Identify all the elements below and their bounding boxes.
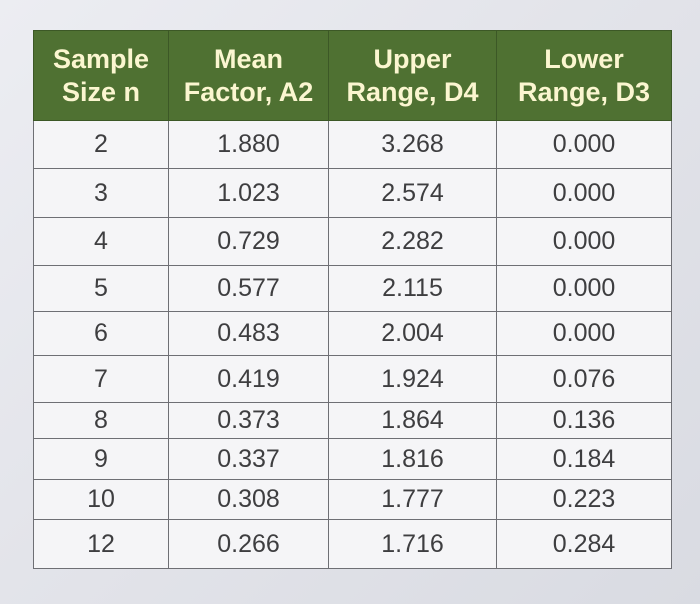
- cell-d4: 2.115: [328, 265, 497, 312]
- cell-d3: 0.000: [496, 120, 672, 169]
- cell-d3: 0.000: [496, 311, 672, 356]
- header-sample-size: Sample Size n: [33, 30, 169, 121]
- cell-a2: 1.880: [168, 120, 329, 169]
- table-row: 12 0.266 1.716 0.284: [33, 519, 672, 569]
- cell-a2: 0.577: [168, 265, 329, 312]
- cell-a2: 0.729: [168, 217, 329, 266]
- cell-d3: 0.184: [496, 438, 672, 480]
- cell-d4: 2.004: [328, 311, 497, 356]
- cell-d4: 1.716: [328, 519, 497, 569]
- cell-sample-size: 12: [33, 519, 169, 569]
- cell-d3: 0.136: [496, 402, 672, 439]
- table-row: 10 0.308 1.777 0.223: [33, 479, 672, 520]
- table-row: 3 1.023 2.574 0.000: [33, 168, 672, 218]
- table-row: 9 0.337 1.816 0.184: [33, 438, 672, 480]
- cell-a2: 0.308: [168, 479, 329, 520]
- cell-a2: 0.483: [168, 311, 329, 356]
- cell-d3: 0.000: [496, 168, 672, 218]
- cell-a2: 1.023: [168, 168, 329, 218]
- control-chart-factors-table: Sample Size n Mean Factor, A2 Upper Rang…: [33, 30, 672, 569]
- header-lower-range-d3: Lower Range, D3: [496, 30, 672, 121]
- cell-sample-size: 9: [33, 438, 169, 480]
- cell-sample-size: 5: [33, 265, 169, 312]
- cell-d4: 2.574: [328, 168, 497, 218]
- header-row: Sample Size n Mean Factor, A2 Upper Rang…: [33, 30, 672, 121]
- cell-sample-size: 4: [33, 217, 169, 266]
- cell-d4: 1.924: [328, 355, 497, 403]
- cell-d4: 2.282: [328, 217, 497, 266]
- header-line-1: Sample: [52, 43, 150, 74]
- header-upper-range-d4: Upper Range, D4: [328, 30, 497, 121]
- cell-sample-size: 8: [33, 402, 169, 439]
- table-row: 2 1.880 3.268 0.000: [33, 120, 672, 169]
- cell-sample-size: 3: [33, 168, 169, 218]
- cell-d3: 0.000: [496, 217, 672, 266]
- table-row: 7 0.419 1.924 0.076: [33, 355, 672, 403]
- header-line-1: Mean: [213, 43, 284, 74]
- cell-d3: 0.284: [496, 519, 672, 569]
- cell-a2: 0.419: [168, 355, 329, 403]
- cell-d4: 1.864: [328, 402, 497, 439]
- header-line-1: Upper: [373, 43, 452, 74]
- cell-a2: 0.373: [168, 402, 329, 439]
- table-row: 8 0.373 1.864 0.136: [33, 402, 672, 439]
- cell-d3: 0.223: [496, 479, 672, 520]
- header-line-2: Range, D3: [517, 76, 651, 107]
- header-line-2: Size n: [61, 76, 141, 107]
- cell-d3: 0.000: [496, 265, 672, 312]
- cell-d3: 0.076: [496, 355, 672, 403]
- header-line-2: Factor, A2: [183, 76, 314, 107]
- cell-d4: 3.268: [328, 120, 497, 169]
- table-row: 5 0.577 2.115 0.000: [33, 265, 672, 312]
- cell-d4: 1.777: [328, 479, 497, 520]
- cell-a2: 0.266: [168, 519, 329, 569]
- cell-d4: 1.816: [328, 438, 497, 480]
- cell-sample-size: 2: [33, 120, 169, 169]
- cell-sample-size: 6: [33, 311, 169, 356]
- cell-a2: 0.337: [168, 438, 329, 480]
- header-mean-factor-a2: Mean Factor, A2: [168, 30, 329, 121]
- table-row: 4 0.729 2.282 0.000: [33, 217, 672, 266]
- cell-sample-size: 7: [33, 355, 169, 403]
- cell-sample-size: 10: [33, 479, 169, 520]
- header-line-2: Range, D4: [346, 76, 479, 107]
- header-line-1: Lower: [544, 43, 624, 74]
- table-row: 6 0.483 2.004 0.000: [33, 311, 672, 356]
